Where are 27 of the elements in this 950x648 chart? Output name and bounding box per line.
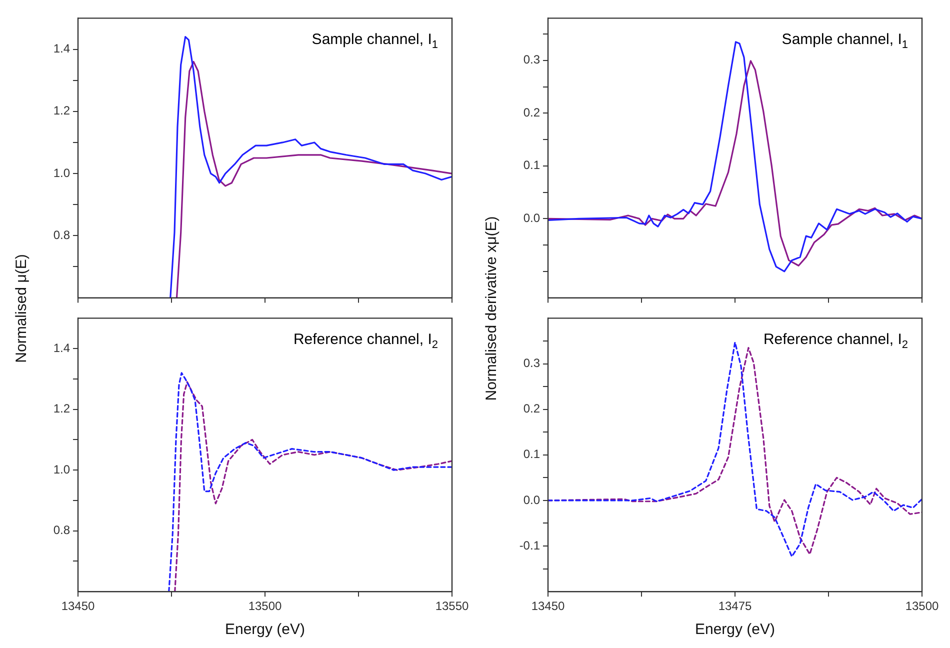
y-tick-label: -0.1 <box>519 538 540 552</box>
y-axis-title: Normalised derivative xμ(E) <box>482 216 500 400</box>
y-tick-label: 1.2 <box>53 402 70 416</box>
y-tick-label: 0.2 <box>523 402 540 416</box>
x-tick-label: 13475 <box>718 599 752 614</box>
y-tick-label: 0.3 <box>523 356 540 370</box>
y-axis-title: Normalised μ(E) <box>12 254 30 362</box>
x-tick-label: 13500 <box>905 599 940 614</box>
y-tick-label: 0.0 <box>523 210 540 225</box>
y-tick-label: 0.1 <box>523 158 540 172</box>
y-tick-label: 0.0 <box>523 492 540 507</box>
y-tick-label: 1.2 <box>53 104 70 118</box>
y-tick-label: 1.0 <box>53 462 70 476</box>
x-tick-label: 13500 <box>248 599 282 614</box>
y-tick-label: 1.0 <box>53 166 70 180</box>
x-tick-label: 13450 <box>61 599 96 614</box>
y-tick-label: 0.3 <box>523 52 540 67</box>
y-tick-label: 0.2 <box>523 105 540 120</box>
y-tick-label: 1.4 <box>53 340 70 355</box>
x-axis-title: Energy (eV) <box>694 621 776 638</box>
x-axis-title: Energy (eV) <box>224 621 306 638</box>
y-tick-label: 0.8 <box>53 523 70 538</box>
y-tick-label: 0.8 <box>53 228 70 242</box>
y-tick-label: 1.4 <box>53 42 70 56</box>
x-tick-label: 13550 <box>435 599 470 614</box>
x-tick-label: 13450 <box>531 599 566 614</box>
y-tick-label: 0.1 <box>523 447 540 462</box>
